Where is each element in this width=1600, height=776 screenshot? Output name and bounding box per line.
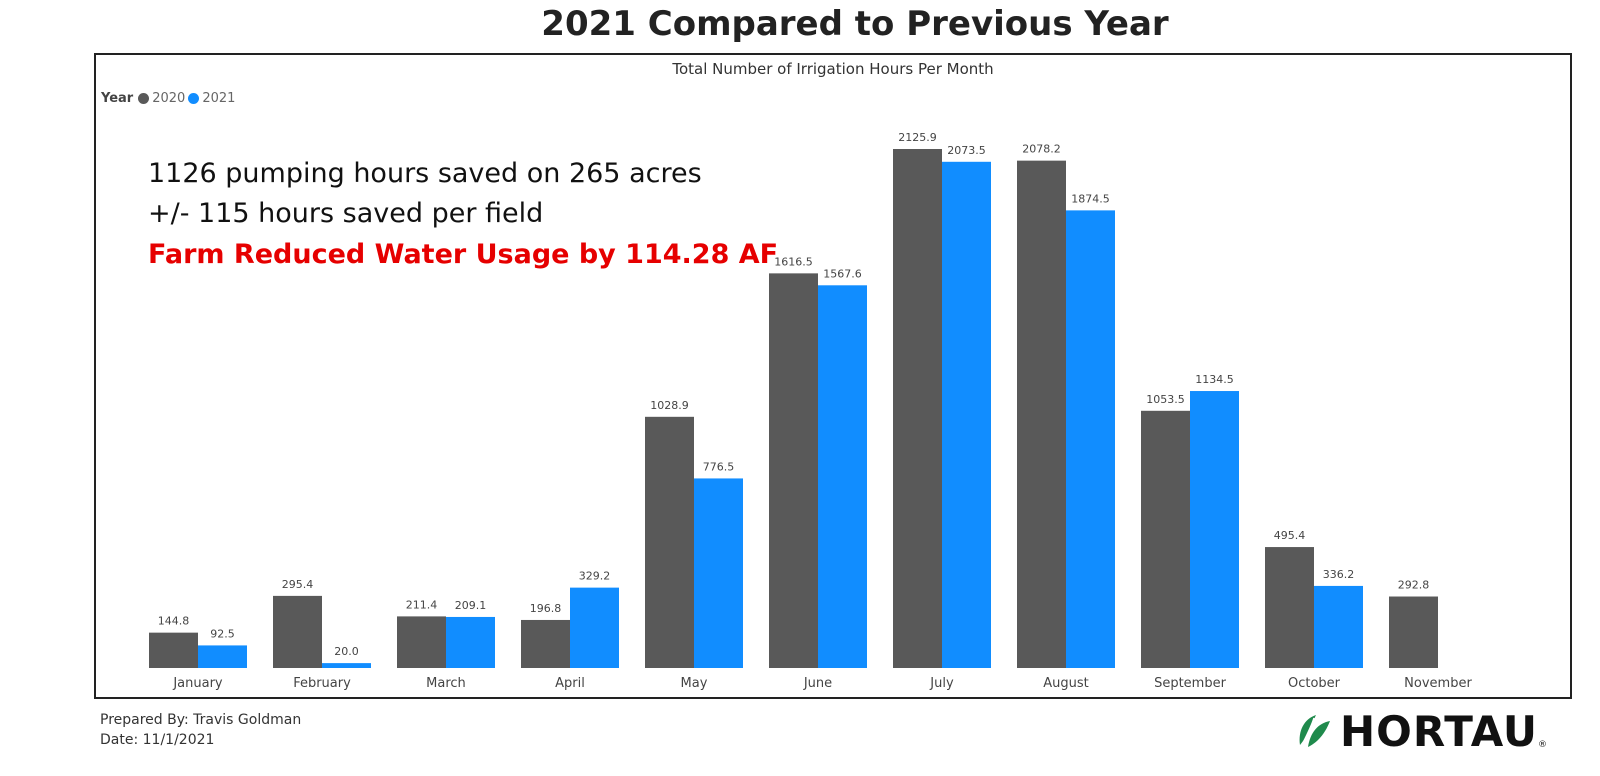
legend-label-2021: 2021 (202, 91, 236, 106)
data-label: 211.4 (406, 598, 438, 611)
bar-2020-january[interactable] (149, 632, 198, 668)
x-tick-label: March (426, 676, 466, 691)
bar-2021-july[interactable] (942, 161, 991, 668)
hortau-logo: HORTAU ® (1294, 706, 1547, 756)
bar-2020-september[interactable] (1141, 410, 1190, 668)
legend-title: Year (101, 91, 134, 106)
bar-2020-april[interactable] (521, 619, 570, 668)
leaf-icon (1299, 715, 1330, 747)
bar-2020-november[interactable] (1389, 596, 1438, 668)
data-label: 20.0 (334, 645, 359, 658)
bar-2021-february[interactable] (322, 663, 371, 668)
chart-frame: Total Number of Irrigation Hours Per Mon… (94, 53, 1572, 699)
data-label: 1874.5 (1071, 192, 1110, 205)
x-tick-label: August (1043, 676, 1089, 691)
footer: Prepared By: Travis Goldman Date: 11/1/2… (100, 710, 301, 750)
data-label: 92.5 (210, 627, 235, 640)
bar-2021-march[interactable] (446, 616, 495, 668)
bar-2020-august[interactable] (1017, 160, 1066, 668)
data-label: 2125.9 (898, 131, 937, 144)
bar-2021-june[interactable] (818, 285, 867, 668)
legend-item-2020[interactable]: 2020 (138, 91, 185, 106)
data-label: 196.8 (530, 602, 562, 615)
x-tick-label: November (1404, 676, 1472, 691)
data-label: 2073.5 (947, 144, 986, 157)
data-label: 1567.6 (823, 267, 862, 280)
bar-2021-august[interactable] (1066, 210, 1115, 668)
registered-mark: ® (1538, 740, 1548, 750)
data-label: 209.1 (455, 599, 487, 612)
legend-item-2021[interactable]: 2021 (188, 91, 235, 106)
chart-subtitle: Total Number of Irrigation Hours Per Mon… (672, 60, 994, 78)
data-label: 2078.2 (1022, 143, 1061, 156)
annotation-pumping-hours: 1126 pumping hours saved on 265 acres (148, 158, 702, 189)
data-label: 495.4 (1274, 529, 1306, 542)
data-label: 292.8 (1398, 579, 1430, 592)
bar-2021-october[interactable] (1314, 585, 1363, 668)
report-date: Date: 11/1/2021 (100, 732, 215, 748)
x-tick-label: July (929, 676, 954, 691)
x-tick-label: February (293, 676, 351, 691)
legend-dot-icon (188, 93, 200, 104)
annotation-hours-per-field: +/- 115 hours saved per field (148, 198, 544, 229)
data-label: 776.5 (703, 460, 735, 473)
x-tick-label: January (172, 676, 223, 691)
data-label: 1616.5 (774, 255, 813, 268)
data-label: 144.8 (158, 615, 190, 628)
x-tick-label: October (1288, 676, 1341, 691)
annotation-water-usage: Farm Reduced Water Usage by 114.28 AF (148, 239, 779, 270)
data-label: 1134.5 (1195, 373, 1234, 386)
prepared-by: Prepared By: Travis Goldman (100, 712, 302, 728)
bar-2020-march[interactable] (397, 616, 446, 668)
data-label: 295.4 (282, 578, 314, 591)
main-title: 2021 Compared to Previous Year (541, 4, 1169, 44)
legend-dot-icon (138, 93, 150, 104)
bar-2020-june[interactable] (769, 273, 818, 668)
legend-label-2020: 2020 (152, 91, 186, 106)
x-tick-label: September (1154, 676, 1227, 691)
data-label: 336.2 (1323, 568, 1355, 581)
bar-2021-january[interactable] (198, 645, 247, 668)
bar-2020-october[interactable] (1265, 547, 1314, 668)
bar-2020-february[interactable] (273, 595, 322, 668)
x-tick-label: May (681, 676, 708, 691)
bar-2021-may[interactable] (694, 478, 743, 668)
data-label: 1028.9 (650, 399, 689, 412)
bar-2020-july[interactable] (893, 149, 942, 668)
x-tick-label: April (555, 676, 585, 691)
x-tick-label: June (803, 676, 832, 691)
bar-2021-april[interactable] (570, 587, 619, 668)
data-label: 329.2 (579, 570, 611, 583)
logo-text: HORTAU (1340, 706, 1539, 756)
legend: Year 2020 2021 (101, 91, 238, 106)
bar-2020-may[interactable] (645, 416, 694, 668)
data-label: 1053.5 (1146, 393, 1185, 406)
bar-2021-september[interactable] (1190, 391, 1239, 668)
bar-chart: 144.8 92.5 January 295.4 20.0 February 211.4 20… (149, 131, 1472, 691)
